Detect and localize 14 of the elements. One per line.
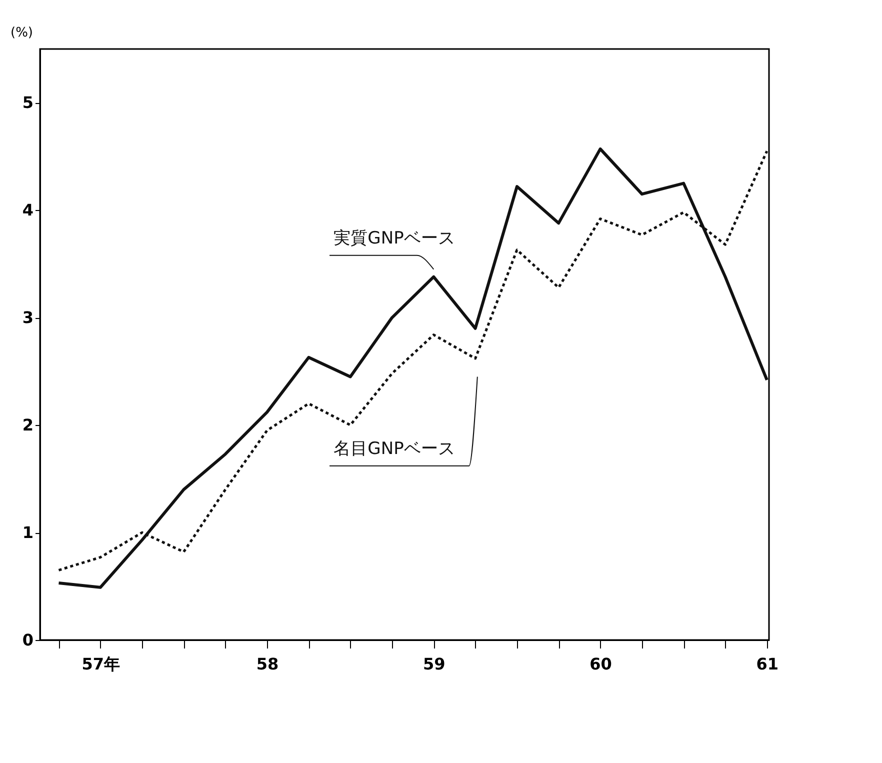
- y-tick-label: 1: [22, 523, 34, 542]
- text: 実質GNPベース: [334, 228, 455, 248]
- y-tick-label: 3: [22, 308, 34, 328]
- y-axis-title: (%): [10, 26, 33, 40]
- y-tick-label: 4: [22, 200, 34, 220]
- x-tick-label: 58: [256, 654, 279, 674]
- x-tick-label: 60: [590, 654, 612, 674]
- x-tick-label: 57年: [82, 654, 120, 674]
- x-tick-label: 61: [756, 654, 779, 674]
- y-tick-label: 2: [22, 416, 34, 435]
- x-tick-label: 59: [423, 654, 446, 674]
- series-label: 名目GNPベース: [334, 438, 455, 459]
- y-tick-label: 5: [22, 93, 34, 112]
- y-tick-label: 0: [22, 630, 34, 650]
